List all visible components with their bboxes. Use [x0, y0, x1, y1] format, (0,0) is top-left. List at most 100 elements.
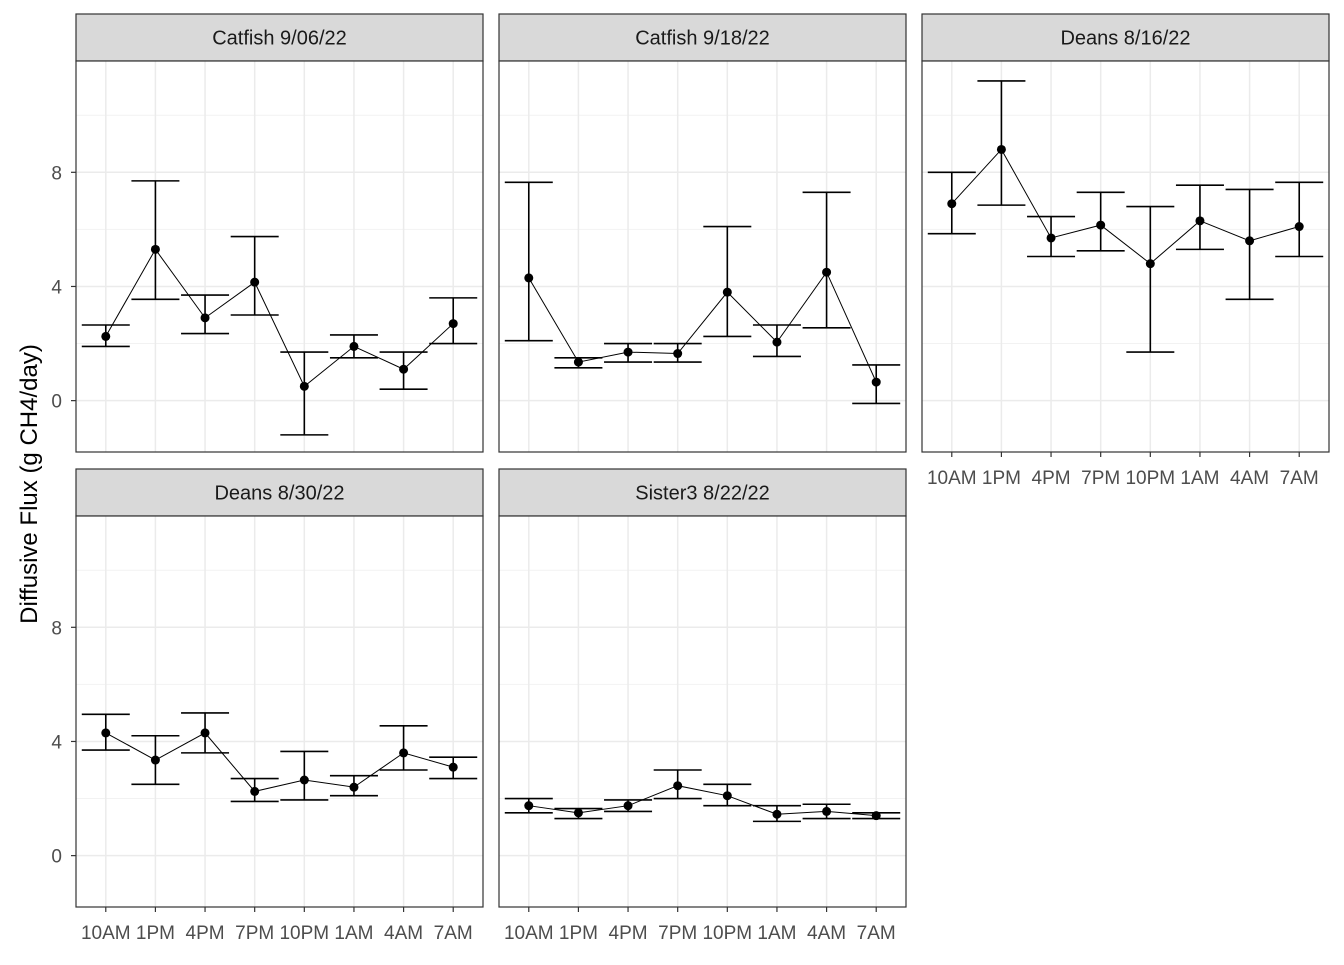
data-point — [150, 244, 160, 254]
panel-border — [498, 515, 907, 908]
x-tick-label: 1AM — [334, 923, 373, 944]
panel-border — [75, 515, 484, 908]
facet-strip — [75, 13, 484, 62]
series-line — [528, 271, 877, 383]
series-line — [105, 248, 454, 388]
data-point — [573, 357, 583, 367]
data-point — [947, 199, 957, 209]
x-tick-label: 1AM — [757, 923, 796, 944]
data-point — [822, 806, 832, 816]
data-point — [448, 762, 458, 772]
data-point — [101, 331, 111, 341]
data-point — [200, 728, 210, 738]
facet-title: Catfish 9/06/22 — [212, 28, 347, 50]
error-bar — [703, 225, 752, 338]
panel-border — [498, 60, 907, 453]
x-tick-label: 4PM — [186, 923, 225, 944]
data-point — [673, 349, 683, 359]
error-bar — [1275, 181, 1324, 258]
series-line — [951, 148, 1300, 265]
data-point — [772, 337, 782, 347]
facet-title: Sister3 8/22/22 — [635, 483, 770, 505]
data-point — [822, 267, 832, 277]
y-tick-label: 0 — [51, 847, 62, 868]
data-point — [299, 381, 309, 391]
series-line — [528, 785, 877, 817]
y-tick-label: 4 — [51, 732, 62, 753]
data-point — [150, 755, 160, 765]
facet-panel: Sister3 8/22/22 10AM 1PM 4PM 7PM 10PM 1AM 4AM 7A… — [498, 468, 907, 944]
error-bar — [802, 191, 851, 329]
data-point — [349, 782, 359, 792]
panel-background — [76, 61, 483, 452]
y-tick-label: 8 — [51, 163, 62, 184]
error-bar — [131, 180, 180, 301]
data-point — [299, 775, 309, 785]
x-tick-label: 4AM — [384, 923, 423, 944]
x-tick-label: 1PM — [136, 923, 175, 944]
facet-title: Catfish 9/18/22 — [635, 28, 770, 50]
data-point — [524, 801, 534, 811]
data-point — [1096, 220, 1106, 230]
x-tick-label: 1PM — [982, 468, 1021, 489]
data-point — [573, 808, 583, 818]
data-point — [399, 364, 409, 374]
x-tick-label: 7PM — [235, 923, 274, 944]
panel-background — [499, 516, 906, 907]
x-tick-label: 7PM — [1081, 468, 1120, 489]
data-point — [722, 287, 732, 297]
data-point — [524, 273, 534, 283]
facet-panel: Catfish 9/06/22 0 4 8 — [51, 13, 484, 453]
x-tick-label: 4AM — [807, 923, 846, 944]
facet-strip — [75, 468, 484, 517]
facet-panel: Catfish 9/18/22 — [498, 13, 907, 453]
facet-title: Deans 8/30/22 — [214, 483, 344, 505]
x-tick-label: 10AM — [504, 923, 554, 944]
x-tick-label: 7AM — [434, 923, 473, 944]
facet-panel: Deans 8/16/22 10AM 1PM 4PM 7PM 10PM 1AM 4AM 7AM — [921, 13, 1330, 489]
series-line — [105, 732, 454, 792]
data-point — [623, 801, 633, 811]
y-tick-label: 0 — [51, 392, 62, 413]
y-axis-label: Diffusive Flux (g CH4/day) — [16, 344, 43, 624]
data-point — [101, 728, 111, 738]
panel-background — [922, 61, 1329, 452]
x-tick-label: 7AM — [857, 923, 896, 944]
data-point — [722, 791, 732, 801]
x-tick-label: 7PM — [658, 923, 697, 944]
data-point — [996, 144, 1006, 154]
panel-background — [499, 61, 906, 452]
panel-background — [76, 516, 483, 907]
data-point — [623, 347, 633, 357]
error-bar — [504, 181, 553, 342]
data-point — [871, 811, 881, 821]
x-tick-label: 4PM — [609, 923, 648, 944]
error-bar — [977, 80, 1026, 206]
data-point — [250, 277, 260, 287]
facet-strip — [498, 13, 907, 62]
facet-strip — [921, 13, 1330, 62]
data-point — [871, 377, 881, 387]
y-tick-label: 8 — [51, 618, 62, 639]
x-tick-label: 4AM — [1230, 468, 1269, 489]
error-bar — [1126, 205, 1175, 353]
data-point — [399, 748, 409, 758]
x-tick-label: 10PM — [1125, 468, 1175, 489]
data-point — [1195, 216, 1205, 226]
facet-title: Deans 8/16/22 — [1060, 28, 1190, 50]
data-point — [1145, 259, 1155, 269]
x-tick-label: 4PM — [1032, 468, 1071, 489]
x-tick-label: 10PM — [702, 923, 752, 944]
x-tick-label: 1PM — [559, 923, 598, 944]
facet-panel: Deans 8/30/22 0 4 8 10AM 1PM 4PM 7PM 10PM 1AM 4AM 7… — [51, 468, 484, 944]
data-point — [772, 809, 782, 819]
x-tick-label: 1AM — [1180, 468, 1219, 489]
panel-border — [75, 60, 484, 453]
data-point — [200, 313, 210, 323]
data-point — [1294, 222, 1304, 232]
data-point — [673, 781, 683, 791]
y-tick-label: 4 — [51, 277, 62, 298]
error-bar — [230, 235, 279, 316]
x-tick-label: 10AM — [81, 923, 131, 944]
